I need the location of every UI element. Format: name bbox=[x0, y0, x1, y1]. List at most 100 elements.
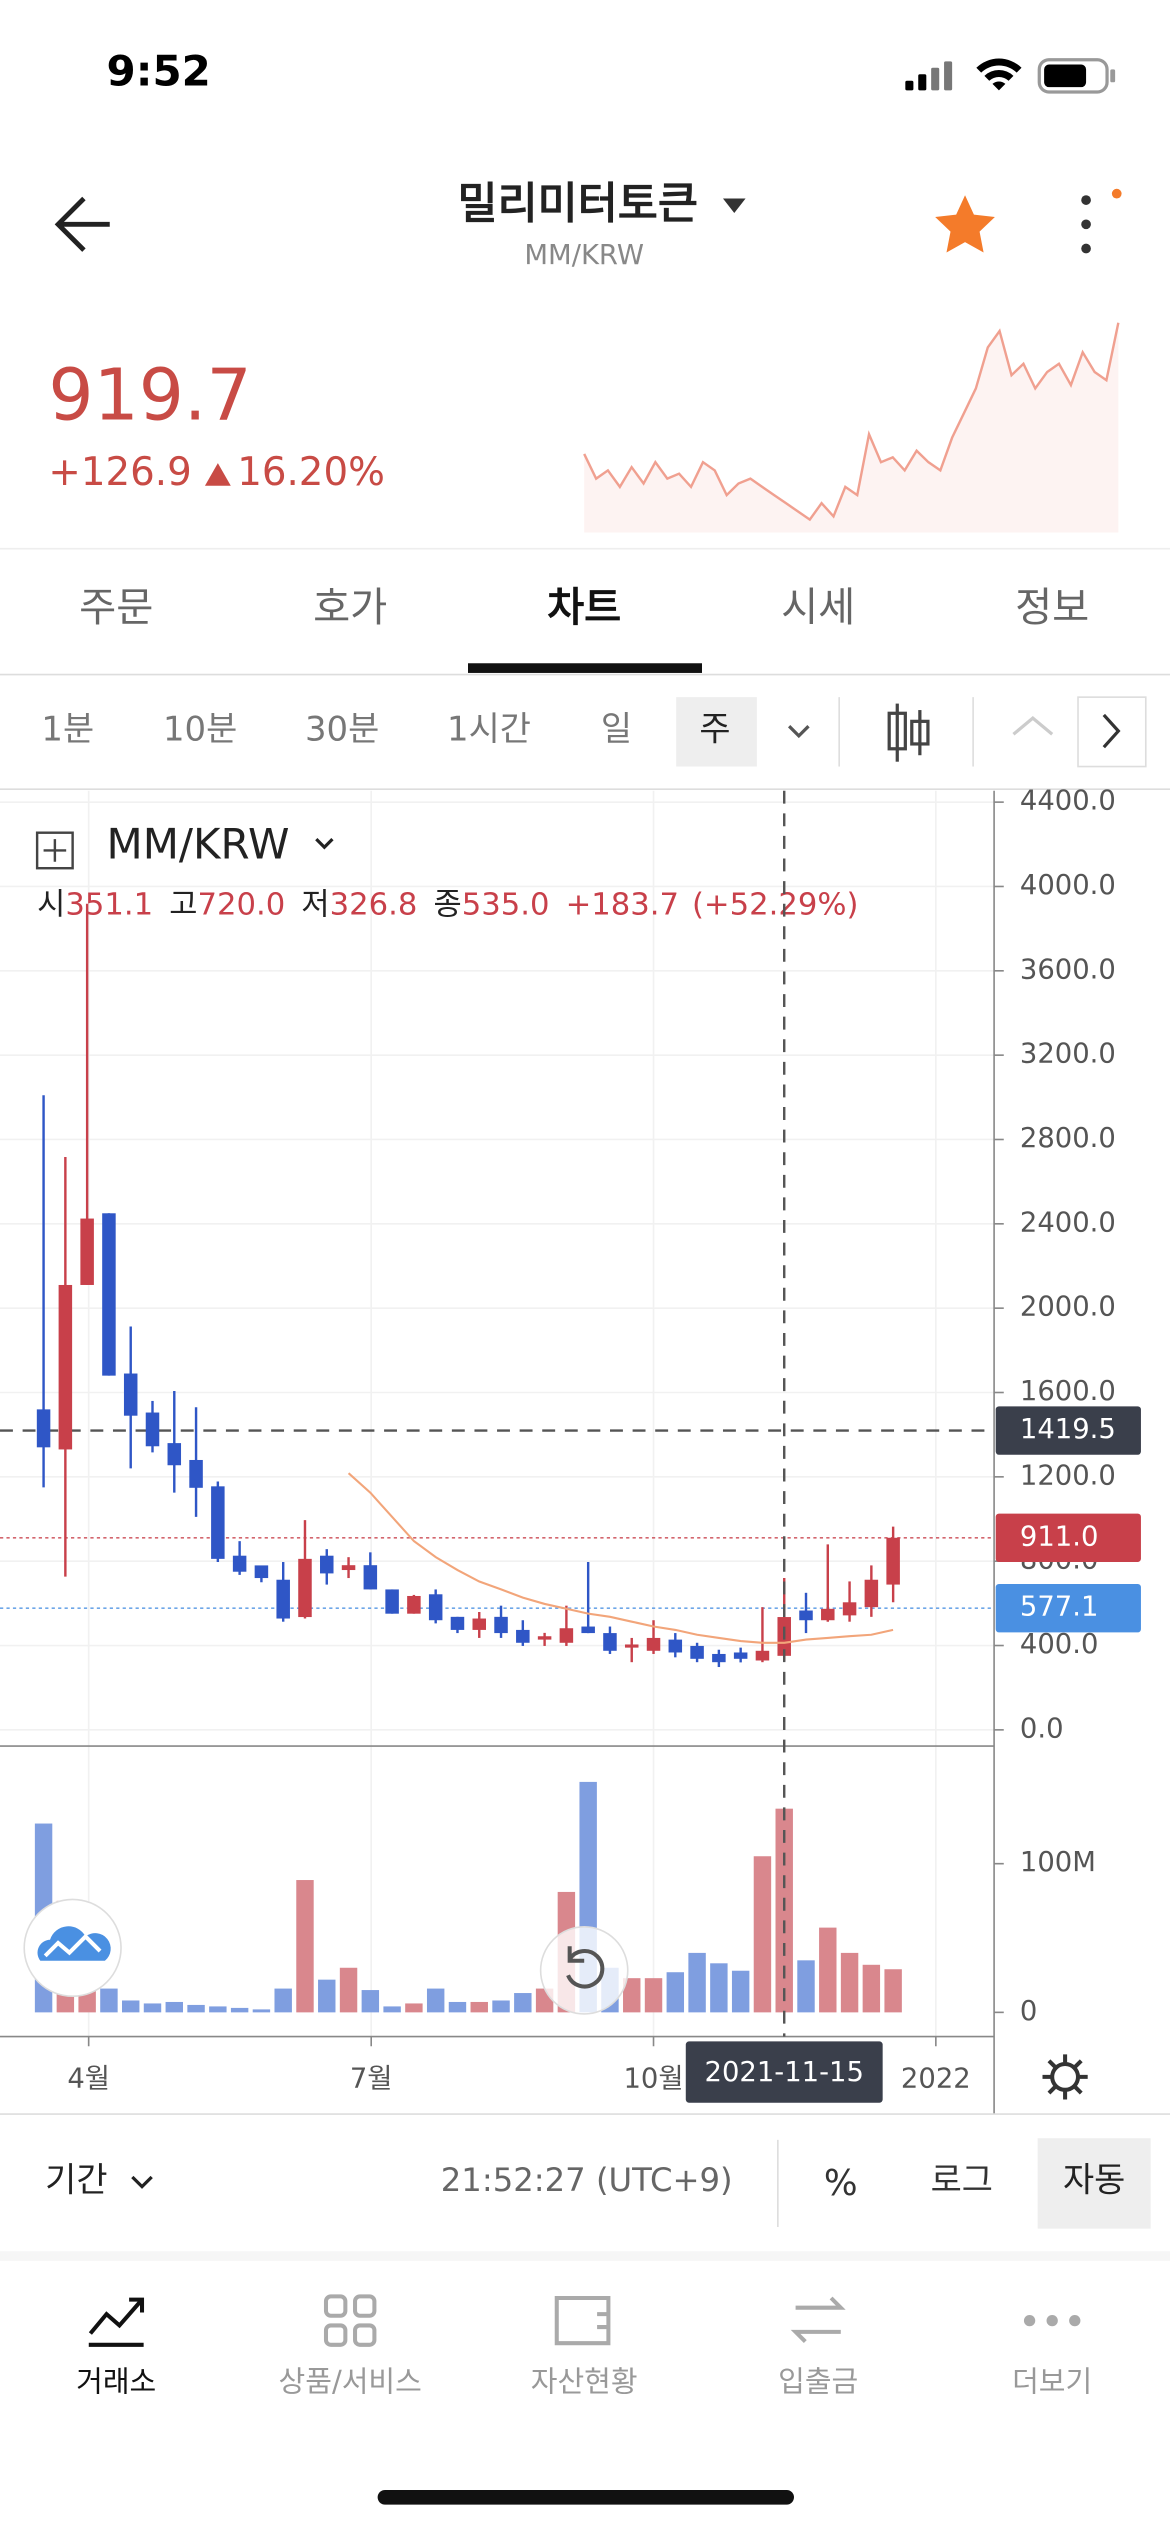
x-tick-label: 10월 bbox=[623, 2064, 683, 2095]
change: +183.7 bbox=[566, 887, 679, 922]
volume-bar bbox=[623, 1978, 641, 2013]
title-dropdown[interactable] bbox=[722, 198, 746, 214]
log-toggle[interactable]: 로그 bbox=[931, 2160, 993, 2199]
interval[interactable]: 30분 bbox=[305, 710, 379, 749]
indicator-button[interactable] bbox=[1012, 716, 1054, 736]
tab[interactable]: 차트 bbox=[547, 584, 621, 631]
price-change: +126.9 bbox=[48, 450, 191, 495]
tab[interactable]: 시세 bbox=[781, 584, 855, 631]
interval[interactable]: 1시간 bbox=[447, 710, 531, 749]
y-tick-label: 3600.0 bbox=[1020, 954, 1116, 985]
volume-bar bbox=[361, 1990, 380, 2013]
x-tick-label: 2022 bbox=[901, 2064, 971, 2095]
plus bbox=[43, 839, 67, 862]
tabs: 주문 호가 차트 시세 정보 bbox=[79, 584, 1089, 631]
pair: MM/KRW bbox=[524, 240, 644, 271]
volume-tick-label: 0 bbox=[1020, 1996, 1037, 2027]
coin-title[interactable]: 밀리미터토큰 bbox=[458, 180, 698, 230]
candle-body bbox=[254, 1565, 269, 1579]
volume-bar bbox=[862, 1964, 881, 2013]
nav: 거래소 상품/서비스 자산현황 입출금 더보기 bbox=[76, 2365, 1092, 2399]
y-tick-label: 3200.0 bbox=[1020, 1039, 1116, 1070]
legend-dropdown[interactable] bbox=[315, 838, 334, 850]
volume-bar bbox=[666, 1972, 685, 2013]
more-menu[interactable] bbox=[1081, 188, 1122, 254]
ohlc-legend: 시351.1 고720.0 저326.8 종535.0 +183.7 (+52.29%) bbox=[37, 887, 858, 922]
value: 351.1 bbox=[65, 887, 153, 922]
candle-body bbox=[123, 1373, 138, 1416]
candle-body bbox=[428, 1594, 443, 1621]
home-indicator bbox=[377, 2490, 794, 2505]
label: 고 bbox=[169, 887, 197, 922]
volume-bar bbox=[252, 2009, 271, 2013]
y-tick-label: 400.0 bbox=[1020, 1629, 1099, 1660]
candle-body bbox=[167, 1443, 182, 1466]
x-tick-label: 4월 bbox=[67, 2064, 110, 2095]
interval[interactable]: 일 bbox=[601, 710, 632, 749]
settings-gear[interactable] bbox=[1042, 2054, 1088, 2100]
volume-bar bbox=[731, 1970, 750, 2013]
y-tick-label: 2400.0 bbox=[1020, 1207, 1116, 1238]
add-indicator[interactable] bbox=[35, 831, 74, 870]
volume-bar bbox=[274, 1988, 292, 2013]
price-label: 1419.5 bbox=[1020, 1414, 1116, 1445]
candle-body bbox=[341, 1565, 356, 1571]
volume-bar bbox=[339, 1967, 358, 2013]
sparkline-area bbox=[584, 322, 1119, 533]
price-label: 911.0 bbox=[1020, 1521, 1099, 1552]
up-triangle bbox=[204, 463, 231, 486]
drawing-tool-button[interactable] bbox=[23, 1898, 122, 1998]
tab-bar bbox=[0, 548, 1170, 675]
candle-body bbox=[145, 1412, 160, 1447]
volume-bar bbox=[383, 2006, 401, 2013]
candle-body bbox=[603, 1633, 617, 1651]
volume-bar bbox=[405, 2003, 423, 2013]
candle-body bbox=[559, 1628, 574, 1643]
y-tick-label: 4000.0 bbox=[1020, 870, 1116, 901]
chart-legend: MM/KRW 시351.1 고720.0 저326.8 종535.0 +183.7 (+5… bbox=[35, 820, 858, 922]
volume-bar bbox=[797, 1960, 815, 2013]
auto-toggle[interactable]: 자동 bbox=[1063, 2160, 1125, 2199]
price-label: 577.1 bbox=[1020, 1592, 1099, 1623]
candle-body bbox=[516, 1629, 530, 1643]
interval-dropdown[interactable] bbox=[788, 725, 810, 739]
nav-label[interactable]: 상품/서비스 bbox=[279, 2365, 422, 2399]
nav-label[interactable]: 더보기 bbox=[1012, 2365, 1092, 2399]
volume-bar bbox=[100, 1988, 118, 2013]
volume-bar bbox=[753, 1856, 772, 2013]
reset-button[interactable] bbox=[539, 1926, 629, 2015]
favorite-star[interactable] bbox=[935, 195, 995, 253]
nav-label[interactable]: 입출금 bbox=[778, 2365, 858, 2399]
volume-bar bbox=[492, 2000, 510, 2013]
back-button[interactable] bbox=[54, 196, 110, 252]
tab[interactable]: 정보 bbox=[1015, 584, 1089, 631]
price-label-bg bbox=[995, 1583, 1141, 1633]
volume-bar bbox=[143, 2003, 162, 2013]
candle-type-button[interactable] bbox=[887, 703, 930, 762]
volume-bar bbox=[884, 1969, 902, 2013]
candle-body bbox=[102, 1213, 116, 1376]
interval[interactable]: 주 bbox=[699, 710, 730, 749]
volume-bar bbox=[230, 2007, 249, 2013]
scroll-right[interactable] bbox=[1077, 696, 1147, 768]
tab[interactable]: 주문 bbox=[79, 584, 153, 631]
nav-label[interactable]: 자산현황 bbox=[531, 2365, 638, 2399]
candle-body bbox=[407, 1595, 421, 1614]
nav-label[interactable]: 거래소 bbox=[76, 2365, 156, 2399]
value: 326.8 bbox=[330, 887, 418, 922]
y-tick-label: 4400.0 bbox=[1020, 786, 1116, 817]
interval[interactable]: 10분 bbox=[163, 710, 237, 749]
tab[interactable]: 호가 bbox=[313, 584, 387, 631]
volume-bar bbox=[470, 2001, 488, 2013]
percent-toggle[interactable]: % bbox=[824, 2163, 858, 2204]
period[interactable]: 기간 bbox=[45, 2160, 107, 2199]
price-change-pct: 16.20% bbox=[237, 450, 385, 495]
legend-title[interactable]: MM/KRW bbox=[107, 820, 290, 869]
period-dropdown[interactable] bbox=[131, 2175, 153, 2189]
nav-icons bbox=[88, 2294, 1081, 2347]
interval[interactable]: 1분 bbox=[41, 710, 94, 749]
y-tick-label: 1200.0 bbox=[1020, 1460, 1116, 1491]
candle-body bbox=[232, 1555, 247, 1572]
intervals: 1분 10분 30분 1시간 일 주 bbox=[41, 710, 730, 749]
